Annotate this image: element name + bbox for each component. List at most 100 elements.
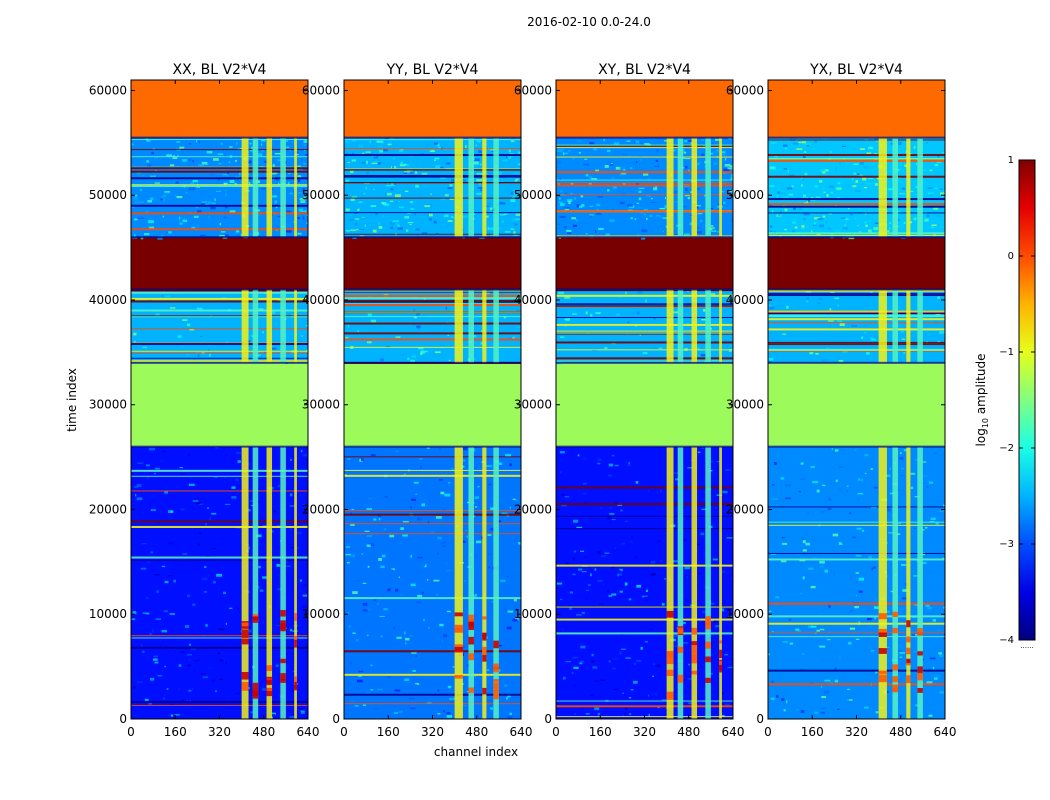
panel-title: YY, BL V2*V4 [386, 62, 479, 78]
time-band-low [131, 446, 308, 719]
x-tick-label: 0 [552, 725, 560, 739]
bright-channel-stripe [666, 289, 674, 363]
y-tick-label: 40000 [726, 293, 764, 307]
y-tick-label: 50000 [514, 188, 552, 202]
x-tick-label: 0 [764, 725, 772, 739]
bright-channel-stripe [878, 289, 887, 363]
bright-channel-stripe [482, 446, 487, 719]
time-band-flat [768, 80, 945, 138]
x-tick-label: 480 [889, 725, 912, 739]
bright-channel-stripe [705, 289, 711, 363]
colorbar-tick-label: −3 [999, 539, 1014, 550]
time-band-flat [344, 362, 521, 447]
bright-channel-stripe [677, 289, 684, 363]
x-tick-label: 0 [127, 725, 135, 739]
x-tick-label: 160 [589, 725, 612, 739]
bright-channel-stripe [294, 137, 297, 238]
y-tick-label: 10000 [302, 607, 340, 621]
bright-channel-stripe [677, 446, 684, 719]
y-tick-label: 60000 [726, 83, 764, 97]
time-band-mixed [556, 289, 733, 363]
y-tick-label: 60000 [302, 83, 340, 97]
bright-channel-stripe [468, 137, 474, 238]
y-tick-label: 10000 [514, 607, 552, 621]
time-band-saturated [768, 237, 945, 290]
time-band-flat [131, 362, 308, 447]
y-tick-label: 30000 [302, 398, 340, 412]
bright-channel-stripe [468, 446, 474, 719]
heatmap-panel: XX, BL V2*V4 0 160 320 480 640 0 10000 20000 3000… [89, 62, 320, 739]
bright-channel-stripe [266, 137, 273, 238]
y-tick-label: 40000 [302, 293, 340, 307]
bright-channel-stripe [241, 289, 249, 363]
y-tick-label: 40000 [514, 293, 552, 307]
bright-channel-stripe [705, 137, 711, 238]
bright-channel-stripe [482, 137, 487, 238]
bright-channel-stripe [252, 446, 259, 719]
x-tick-label: 160 [801, 725, 824, 739]
bright-channel-stripe [917, 446, 923, 719]
bright-channel-stripe [892, 289, 898, 363]
y-tick-label: 60000 [514, 83, 552, 97]
bright-channel-stripe [906, 289, 911, 363]
bright-channel-stripe [454, 137, 463, 238]
colorbar-label: log10 amplitude [974, 354, 990, 447]
heatmap-panel: YX, BL V2*V4 0 160 320 480 640 0 10000 20000 3000… [726, 62, 957, 739]
bright-channel-stripe [878, 446, 887, 719]
y-tick-label: 10000 [726, 607, 764, 621]
panels-layer: XX, BL V2*V4 0 160 320 480 640 0 10000 20000 3000… [89, 62, 957, 739]
x-tick-label: 0 [340, 725, 348, 739]
bright-channel-stripe [493, 289, 499, 363]
y-tick-label: 50000 [302, 188, 340, 202]
bright-channel-stripe [691, 137, 698, 238]
x-tick-label: 480 [677, 725, 700, 739]
x-tick-label: 480 [252, 725, 275, 739]
y-axis-label: time index [65, 368, 79, 432]
bright-channel-stripe [892, 137, 898, 238]
time-band-flat [556, 362, 733, 447]
bright-channel-stripe [468, 289, 474, 363]
y-tick-label: 20000 [89, 502, 127, 516]
panel-title: XY, BL V2*V4 [598, 62, 691, 78]
bright-channel-stripe [280, 289, 286, 363]
y-tick-label: 40000 [89, 293, 127, 307]
bright-channel-stripe [719, 137, 722, 238]
x-tick-label: 640 [510, 725, 533, 739]
x-tick-label: 320 [208, 725, 231, 739]
x-tick-label: 640 [722, 725, 745, 739]
x-tick-label: 320 [633, 725, 656, 739]
bright-channel-stripe [493, 446, 499, 719]
y-tick-label: 50000 [89, 188, 127, 202]
bright-channel-stripe [454, 446, 463, 719]
time-band-flat [344, 80, 521, 138]
bright-channel-stripe [878, 137, 887, 238]
time-band-low [344, 446, 521, 719]
bright-channel-stripe [266, 289, 273, 363]
colorbar-tick-label: 1 [1008, 155, 1014, 166]
bright-channel-stripe [266, 446, 273, 719]
y-tick-label: 30000 [514, 398, 552, 412]
bright-channel-stripe [280, 137, 286, 238]
bright-channel-stripe [280, 446, 286, 719]
bright-channel-stripe [691, 289, 698, 363]
bright-channel-stripe [892, 446, 898, 719]
x-tick-label: 640 [297, 725, 320, 739]
x-tick-label: 320 [421, 725, 444, 739]
bright-channel-stripe [917, 137, 923, 238]
y-tick-label: 0 [119, 712, 127, 726]
panel-title: YX, BL V2*V4 [809, 62, 903, 78]
x-tick-label: 160 [377, 725, 400, 739]
time-band-saturated [556, 237, 733, 290]
bright-channel-stripe [294, 289, 297, 363]
bright-channel-stripe [252, 289, 259, 363]
bright-channel-stripe [677, 137, 684, 238]
bright-channel-stripe [294, 446, 297, 719]
bright-channel-stripe [691, 446, 698, 719]
x-tick-label: 480 [465, 725, 488, 739]
y-tick-label: 10000 [89, 607, 127, 621]
y-tick-label: 50000 [726, 188, 764, 202]
y-tick-label: 30000 [726, 398, 764, 412]
bright-channel-stripe [917, 289, 923, 363]
y-tick-label: 20000 [302, 502, 340, 516]
